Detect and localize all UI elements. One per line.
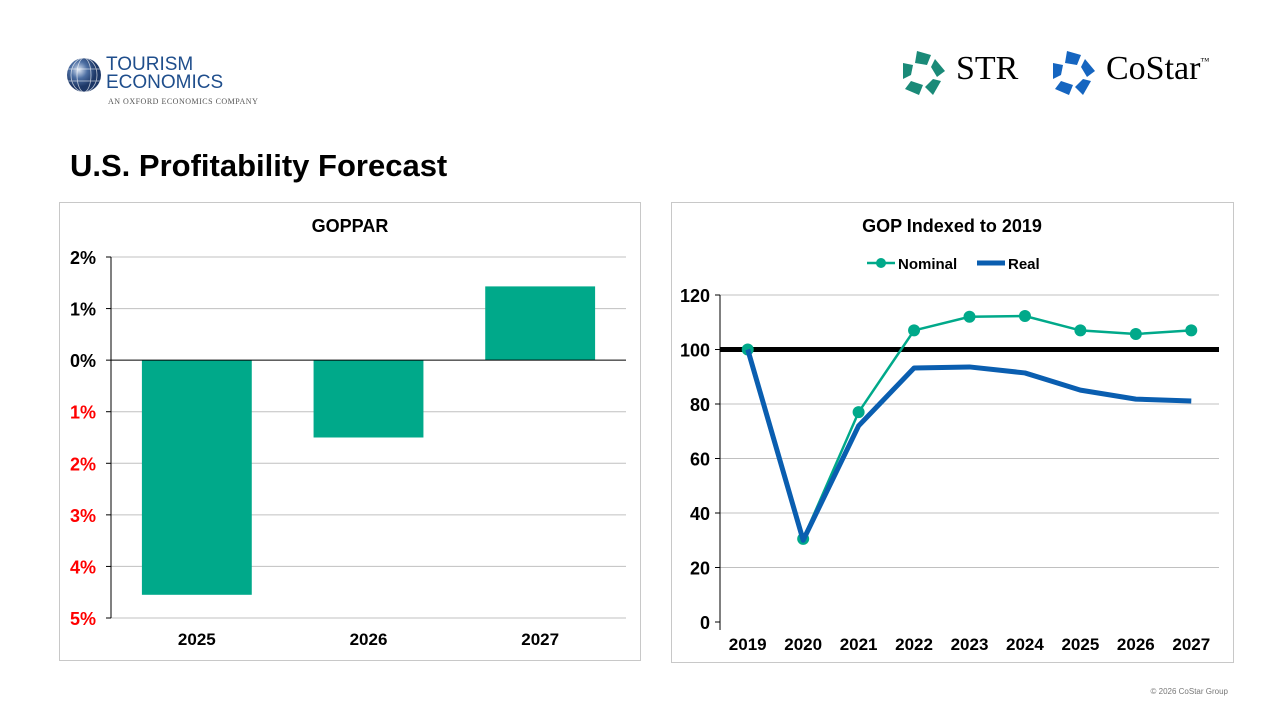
y-tick-label: 2% (70, 248, 96, 268)
page-title: U.S. Profitability Forecast (70, 148, 448, 183)
real-line (745, 348, 1192, 543)
gop-index-chart-panel: GOP Indexed to 2019 Nominal Real 0 20 40 60 80 1… (671, 202, 1234, 663)
x-tick-label: 2022 (895, 635, 933, 654)
y-tick-label: 3% (70, 506, 96, 526)
bar-2025 (141, 360, 252, 595)
tourism-economics-logo: TOURISM ECONOMICS AN OXFORD ECONOMICS CO… (66, 55, 286, 110)
chart-title: GOP Indexed to 2019 (862, 216, 1042, 236)
nominal-point-2025 (1074, 324, 1087, 337)
y-tick-label: 2% (70, 454, 96, 474)
trademark: ™ (1200, 56, 1210, 66)
legend-nominal-label: Nominal (898, 256, 957, 273)
nominal-point-2022 (908, 324, 921, 337)
x-tick-label: 2019 (729, 635, 767, 654)
y-tick-label: 80 (690, 395, 710, 415)
y-tick-label: 1% (70, 403, 96, 423)
nominal-point-2023 (963, 310, 976, 323)
costar-name: CoStar (1106, 50, 1201, 87)
nominal-point-2027 (1185, 324, 1198, 337)
y-tick-label: 120 (680, 286, 710, 306)
x-tick-label: 2020 (784, 635, 822, 654)
x-tick-label: 2026 (350, 630, 388, 649)
x-tick-label: 2024 (1006, 635, 1044, 654)
x-tick-label: 2027 (1172, 635, 1210, 654)
x-tick-label: 2025 (1061, 635, 1099, 654)
logo-text: ECONOMICS (106, 72, 224, 93)
logo-text: TOURISM (106, 54, 194, 75)
legend-real-label: Real (1008, 256, 1040, 273)
gop-line-chart: GOP Indexed to 2019 Nominal Real 0 20 40 60 80 1… (680, 216, 1219, 654)
goppar-bar-chart: GOPPAR 2% 1% 0% 1% 2% 3% 4% 5% 2025 2026 2027 (70, 216, 626, 649)
costar-star-icon (1053, 51, 1095, 95)
y-tick-label: 0 (700, 613, 710, 633)
costar-logo-text: CoStar™ (1106, 50, 1209, 88)
y-tick-label: 60 (690, 450, 710, 470)
str-star-icon (903, 51, 945, 95)
y-tick-label: 1% (70, 300, 96, 320)
copyright: © 2026 CoStar Group (1150, 687, 1229, 696)
y-tick-label: 40 (690, 504, 710, 524)
nominal-point-2026 (1129, 327, 1142, 340)
x-tick-label: 2026 (1117, 635, 1155, 654)
nominal-point-2024 (1018, 309, 1031, 322)
globe-icon (67, 57, 101, 93)
nominal-point-2021 (852, 406, 865, 419)
bar-2027 (485, 286, 596, 361)
x-tick-label: 2021 (840, 635, 878, 654)
goppar-chart-panel: GOPPAR 2% 1% 0% 1% 2% 3% 4% 5% 2025 2026 2027 (59, 202, 641, 661)
x-tick-label: 2025 (178, 630, 216, 649)
chart-title: GOPPAR (312, 216, 389, 236)
y-tick-label: 0% (70, 351, 96, 371)
str-logo-text: STR (956, 50, 1019, 87)
str-costar-logos: STR CoStar™ (900, 48, 1230, 98)
legend-nominal-marker (876, 258, 886, 268)
logo-tagline: AN OXFORD ECONOMICS COMPANY (108, 97, 259, 106)
y-tick-label: 4% (70, 557, 96, 577)
y-tick-label: 100 (680, 341, 710, 361)
x-tick-label: 2023 (951, 635, 989, 654)
y-tick-label: 5% (70, 609, 96, 629)
bar-2026 (313, 360, 424, 438)
x-tick-label: 2027 (521, 630, 559, 649)
y-tick-label: 20 (690, 559, 710, 579)
